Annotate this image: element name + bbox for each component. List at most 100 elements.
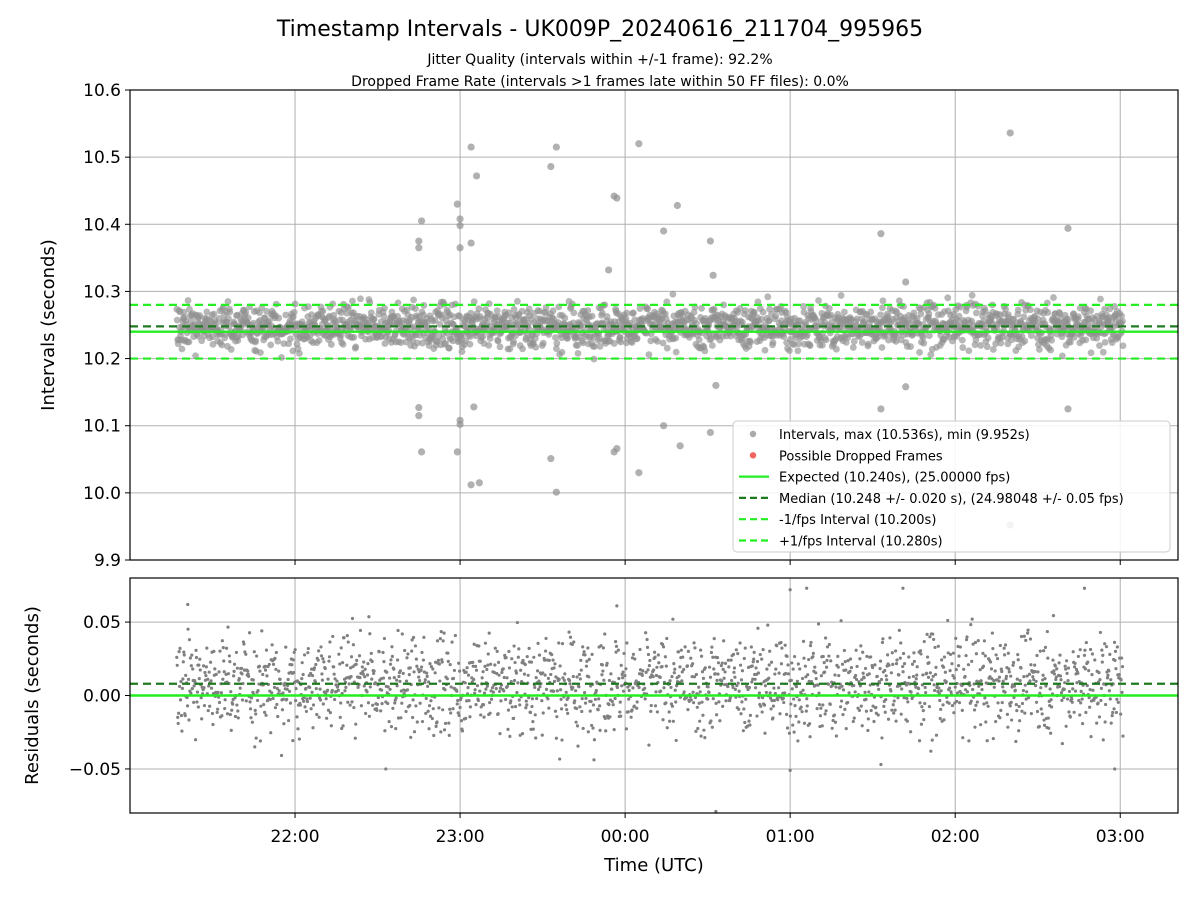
residual-point [474, 703, 478, 707]
residual-point [464, 716, 468, 720]
residual-point [789, 678, 793, 682]
residual-point [255, 654, 259, 658]
interval-point [628, 339, 636, 346]
residual-point [1107, 669, 1111, 673]
residual-point [907, 675, 911, 679]
residual-point [911, 674, 916, 679]
residual-point [1115, 645, 1119, 649]
residual-point [972, 708, 977, 712]
residual-point [782, 700, 786, 705]
residual-point [877, 687, 881, 691]
residual-point [1062, 695, 1066, 700]
residual-point [370, 677, 374, 681]
x-tick-label: 01:00 [766, 827, 815, 847]
residual-point [999, 708, 1003, 712]
interval-outlier-point [547, 162, 555, 171]
interval-point [818, 341, 826, 349]
residual-point [193, 738, 198, 742]
residual-point [206, 677, 210, 681]
residual-point [258, 669, 262, 673]
residual-point [401, 671, 405, 675]
interval-point [1101, 305, 1109, 313]
residual-point [553, 709, 558, 713]
residual-point [565, 707, 569, 712]
residual-point [427, 727, 431, 731]
residual-point [637, 685, 641, 690]
residual-point [974, 652, 979, 656]
interval-point [708, 342, 716, 349]
residuals-panel: −0.050.000.05 22:00 23:00 00:00 01:00 02:00 0… [22, 577, 1179, 876]
interval-point [552, 345, 560, 352]
residual-point [309, 707, 313, 711]
interval-point [364, 319, 372, 327]
residual-point [983, 696, 987, 700]
interval-point [825, 305, 833, 312]
residual-point [372, 669, 376, 673]
residual-point [1032, 678, 1036, 682]
residual-point [858, 657, 862, 661]
residual-point [355, 658, 359, 662]
residual-point [897, 673, 901, 677]
residual-point [1106, 673, 1110, 678]
residual-point [731, 685, 735, 690]
residual-point [422, 635, 426, 639]
interval-point [663, 298, 671, 306]
residual-point [571, 686, 575, 690]
residual-point [862, 676, 866, 680]
interval-point [780, 333, 788, 341]
residual-point [327, 659, 331, 663]
residual-point [233, 714, 238, 719]
residual-point [952, 676, 956, 680]
residual-point [777, 671, 781, 675]
residual-point [223, 698, 227, 702]
interval-point [1097, 295, 1104, 303]
residual-point [733, 687, 737, 691]
residual-point [505, 676, 509, 680]
residual-point [1104, 702, 1108, 707]
residual-point [879, 677, 884, 682]
interval-point [494, 337, 502, 345]
residual-point [1033, 663, 1037, 667]
residual-point [235, 666, 239, 670]
residual-point [592, 758, 596, 762]
interval-outlier-point [472, 172, 481, 180]
residual-point [339, 646, 343, 650]
residual-point [541, 711, 545, 715]
residual-point [811, 651, 815, 655]
residual-point [767, 676, 771, 680]
residual-point [671, 617, 675, 621]
residual-point [689, 656, 693, 660]
residual-point [192, 684, 196, 688]
interval-point [925, 310, 933, 318]
residual-point [707, 665, 712, 669]
residual-point [423, 678, 427, 682]
chart-title: Timestamp Intervals - UK009P_20240616_21… [276, 17, 923, 42]
residual-point [354, 662, 358, 666]
residual-point [416, 667, 420, 671]
residual-point [498, 686, 503, 690]
residual-point [825, 645, 830, 649]
residual-point [1099, 698, 1103, 703]
residual-point [775, 644, 779, 648]
residual-point [883, 668, 887, 673]
residual-point [560, 642, 565, 646]
residual-point [325, 716, 329, 720]
residual-point [1057, 684, 1062, 689]
residual-point [722, 676, 726, 680]
residual-point [1098, 630, 1103, 635]
residual-point [1012, 695, 1016, 700]
residual-point [779, 662, 784, 666]
residual-point [1002, 653, 1007, 657]
residual-point [1002, 646, 1006, 650]
legend-marker [749, 452, 757, 459]
residual-point [259, 704, 263, 708]
interval-point [553, 339, 561, 347]
residual-point [893, 708, 897, 712]
residual-point [680, 679, 684, 683]
residual-point [527, 646, 531, 650]
residual-point [740, 700, 744, 704]
residual-point [889, 689, 893, 693]
interval-point [832, 345, 840, 353]
residual-point [861, 650, 865, 654]
interval-point [837, 292, 845, 299]
